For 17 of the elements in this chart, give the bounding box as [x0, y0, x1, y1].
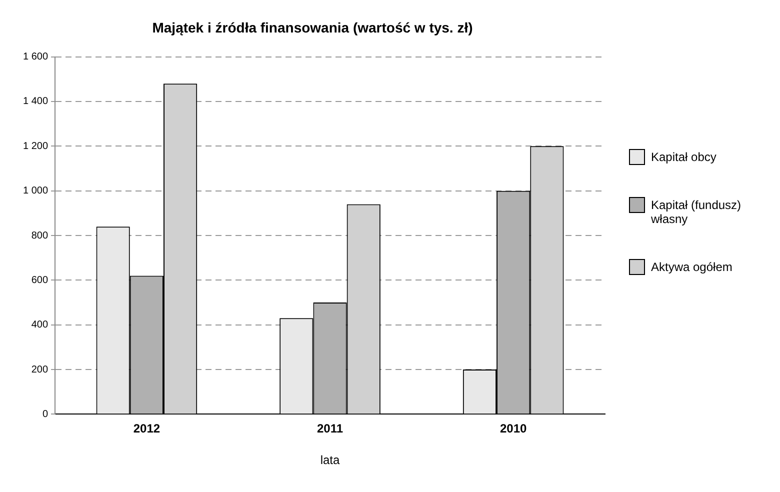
y-tick-label: 800 [31, 230, 48, 242]
x-axis-title: lata [320, 453, 340, 468]
chart-title: Majątek i źródła finansowania (wartość w tys. zł) [152, 19, 473, 36]
y-tick-label: 200 [31, 364, 48, 376]
y-tick-label: 1 600 [22, 52, 48, 63]
y-tick-label: 1 000 [22, 186, 48, 197]
x-tick-label: 2011 [316, 422, 344, 436]
legend-label: Kapitał obcy [651, 150, 716, 164]
x-tick-label: 2012 [133, 422, 160, 436]
y-tick-label: 400 [31, 320, 48, 331]
x-tick-label: 2010 [500, 422, 528, 436]
legend-label: Aktywa ogółem [651, 260, 732, 274]
y-tick-label: 600 [31, 274, 48, 286]
y-tick-label: 1 200 [22, 140, 48, 152]
y-tick-label: 1 400 [22, 96, 48, 108]
legend-label: Kapitał (fundusz) własny [651, 198, 742, 226]
y-tick-label: 0 [42, 408, 48, 420]
